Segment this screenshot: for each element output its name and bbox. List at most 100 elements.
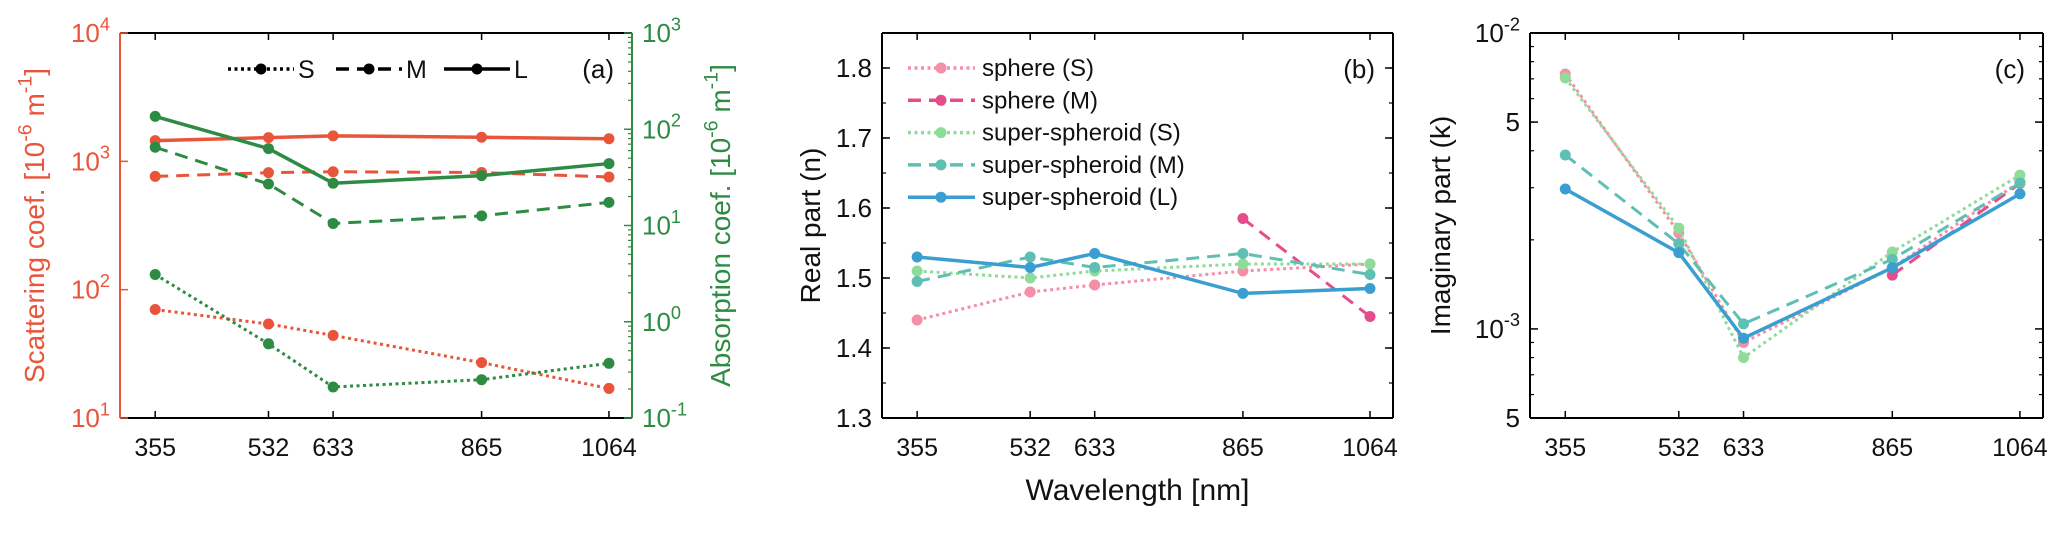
data-point bbox=[1364, 258, 1376, 270]
data-point bbox=[911, 251, 923, 263]
data-point bbox=[1738, 352, 1750, 364]
legend-label: S bbox=[298, 56, 315, 84]
panel-label: (c) bbox=[1995, 54, 2025, 84]
series-line bbox=[154, 273, 610, 389]
legend-marker bbox=[255, 63, 267, 75]
panel-label: (b) bbox=[1343, 54, 1375, 84]
x-tick-label: 865 bbox=[1222, 434, 1264, 462]
series-absorption-s bbox=[149, 268, 615, 393]
data-point bbox=[1673, 222, 1685, 234]
series-line bbox=[1564, 187, 2021, 341]
data-point bbox=[1237, 258, 1249, 270]
panel-b: 355 532 633 865 1064 Wavelength [nm] 1.3 1.4 1.5… bbox=[795, 32, 1398, 507]
data-point bbox=[603, 357, 615, 369]
y-tick-label: 1.3 bbox=[836, 403, 872, 433]
data-point bbox=[476, 357, 488, 369]
x-axis-label: Wavelength [nm] bbox=[1026, 474, 1250, 507]
data-point bbox=[2014, 188, 2026, 200]
data-point bbox=[603, 133, 615, 145]
panel-label: (a) bbox=[582, 54, 614, 84]
series-absorption-m bbox=[149, 141, 615, 229]
data-point bbox=[1024, 272, 1036, 284]
y-axis-label: Scattering coef. [10-6 m-1] bbox=[14, 68, 50, 383]
data-point bbox=[1559, 149, 1571, 161]
y-axis-label: Real part (n) bbox=[795, 148, 826, 304]
y-right-axis-label: Absorption coef. [10-6 m-1] bbox=[700, 64, 736, 387]
y-tick-label: 10-3 bbox=[1475, 310, 1520, 344]
data-point bbox=[476, 170, 488, 182]
legend-label: super-spheroid (S) bbox=[982, 120, 1181, 147]
series-super-spheroid-l- bbox=[911, 248, 1376, 299]
panel-c: 355 532 633 865 1064 5 10-3 5 10-2 Imaginary part… bbox=[1425, 14, 2048, 462]
legend-marker bbox=[935, 62, 947, 74]
panel-a: 355 532 633 865 1064 101 102 103 104 10-1 100 101 10… bbox=[14, 14, 736, 462]
y-tick-label: 104 bbox=[71, 14, 110, 48]
data-point bbox=[262, 143, 274, 155]
data-point bbox=[149, 304, 161, 316]
legend: sphere (S) sphere (M) super-spheroid (S) su… bbox=[908, 55, 1185, 211]
x-tick-label: 865 bbox=[1871, 434, 1913, 462]
x-tick-label: 633 bbox=[312, 434, 354, 462]
series-scattering-l bbox=[149, 130, 615, 147]
data-point bbox=[149, 268, 161, 280]
y-tick-label: 1.7 bbox=[836, 123, 872, 153]
data-point bbox=[327, 329, 339, 341]
series-line bbox=[154, 145, 610, 225]
legend-marker bbox=[935, 159, 947, 171]
series-scattering-s bbox=[149, 304, 615, 394]
y-tick-label: 1.6 bbox=[836, 193, 872, 223]
data-point bbox=[1024, 286, 1036, 298]
legend-label: super-spheroid (L) bbox=[982, 184, 1178, 211]
data-point bbox=[1886, 262, 1898, 274]
y-tick-label: 1.5 bbox=[836, 263, 872, 293]
series-sphere-s- bbox=[1559, 68, 2026, 348]
data-point bbox=[1559, 72, 1571, 84]
data-point bbox=[911, 276, 923, 287]
y-right-tick-label: 10-1 bbox=[642, 399, 687, 433]
series-line bbox=[1891, 182, 2021, 277]
data-point bbox=[1364, 311, 1376, 322]
series-absorption-l bbox=[149, 110, 615, 189]
x-tick-label: 633 bbox=[1723, 434, 1765, 462]
y-tick-label: 1.8 bbox=[836, 53, 872, 83]
y-tick-label: 5 bbox=[1506, 403, 1520, 433]
x-tick-label: 1064 bbox=[581, 434, 637, 462]
x-tick-label: 355 bbox=[1544, 434, 1586, 462]
data-point bbox=[149, 141, 161, 153]
data-point bbox=[1364, 269, 1376, 280]
data-point bbox=[1673, 238, 1685, 250]
series-super-spheroid-m- bbox=[911, 248, 1376, 287]
legend-label: sphere (M) bbox=[982, 87, 1098, 114]
data-point bbox=[1673, 247, 1685, 259]
y-tick-label: 101 bbox=[71, 399, 110, 433]
x-tick-label: 532 bbox=[1658, 434, 1700, 462]
data-point bbox=[262, 132, 274, 144]
data-point bbox=[327, 130, 339, 142]
data-point bbox=[911, 265, 923, 277]
data-point bbox=[1738, 318, 1750, 330]
data-point bbox=[262, 167, 274, 179]
y-tick-label: 10-2 bbox=[1475, 14, 1520, 48]
y-tick-label: 102 bbox=[71, 271, 110, 305]
data-point bbox=[327, 166, 339, 178]
series-super-spheroid-m- bbox=[1559, 149, 2026, 330]
x-tick-label: 1064 bbox=[1342, 434, 1398, 462]
y-right-tick-label: 102 bbox=[642, 111, 681, 145]
data-point bbox=[149, 110, 161, 122]
x-tick-label: 865 bbox=[461, 434, 503, 462]
x-tick-label: 355 bbox=[134, 434, 176, 462]
y-tick-label: 1.4 bbox=[836, 333, 872, 363]
y-right-tick-label: 103 bbox=[642, 14, 681, 48]
data-point bbox=[262, 318, 274, 330]
x-tick-label: 355 bbox=[896, 434, 938, 462]
legend-marker bbox=[471, 63, 483, 75]
data-point bbox=[327, 177, 339, 189]
y-right-tick-label: 100 bbox=[642, 303, 681, 337]
data-point bbox=[327, 381, 339, 393]
data-point bbox=[1089, 248, 1101, 259]
legend-label: L bbox=[514, 56, 528, 84]
series-line bbox=[1241, 217, 1371, 318]
data-point bbox=[603, 171, 615, 183]
series-line bbox=[155, 170, 610, 179]
